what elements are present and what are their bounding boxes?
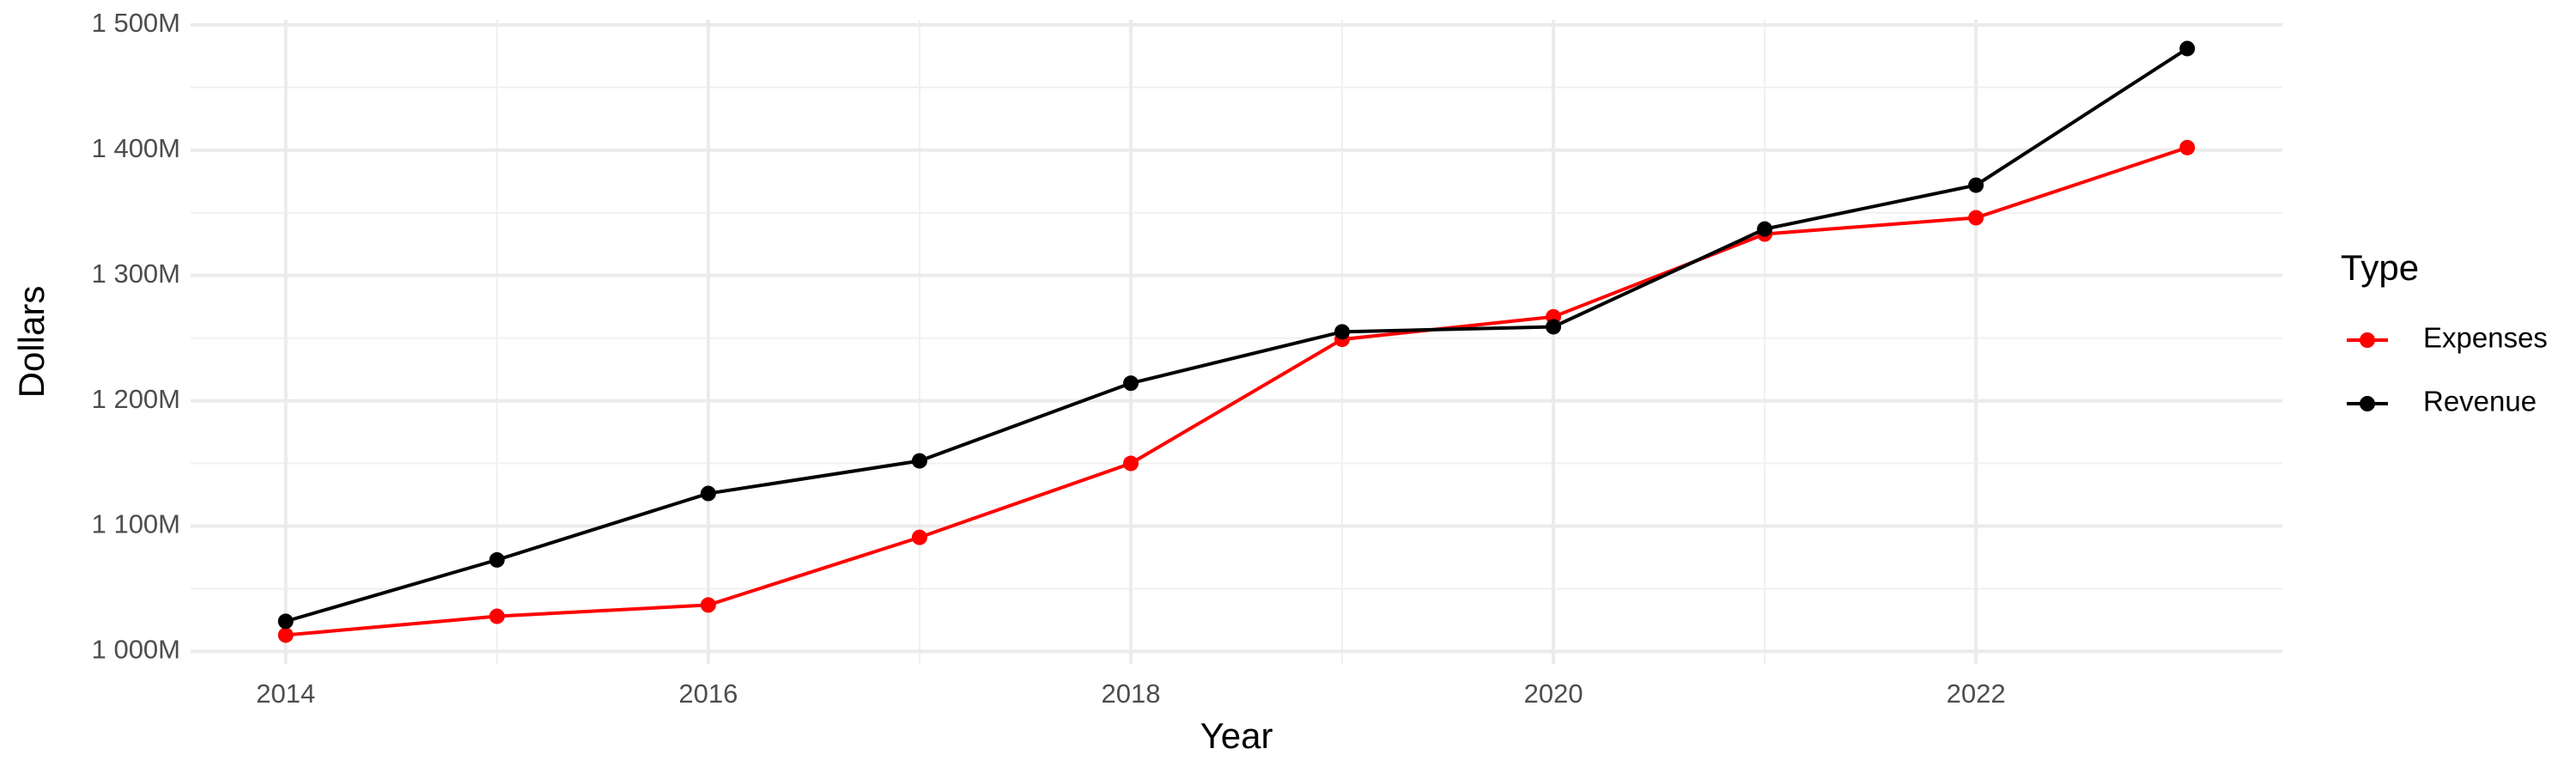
data-point [1334,324,1351,340]
data-point [1968,210,1984,226]
y-axis-title: Dollars [11,286,52,399]
x-tick-label: 2014 [256,679,315,709]
y-tick-label: 1 000M [92,635,180,665]
data-point [1757,221,1773,237]
x-axis-title: Year [1200,715,1273,756]
y-tick-label: 1 300M [92,259,180,289]
legend-marker [2360,396,2375,411]
data-point [1546,319,1562,335]
data-point [1122,455,1139,472]
y-tick-label: 1 200M [92,384,180,414]
data-point [1968,177,1984,193]
data-point [700,485,716,502]
x-tick-label: 2016 [678,679,738,709]
data-point [700,597,716,613]
legend-label: Expenses [2423,322,2548,354]
series-line [285,46,2189,624]
data-point [911,453,927,469]
data-point [277,627,294,643]
data-point [2179,139,2196,155]
x-tick-label: 2022 [1947,679,2006,709]
legend-marker [2360,332,2375,348]
data-point [489,551,505,568]
data-point [2179,40,2196,57]
y-tick-label: 1 400M [92,133,180,163]
data-point [277,613,294,630]
x-tick-label: 2018 [1101,679,1160,709]
data-point [911,529,927,545]
y-tick-label: 1 500M [92,8,180,38]
x-tick-label: 2020 [1524,679,1583,709]
series-line [285,145,2188,637]
data-point [489,608,505,624]
data-point [1122,375,1139,392]
y-tick-label: 1 100M [92,509,180,539]
legend-label: Revenue [2423,386,2537,417]
legend-title: Type [2341,247,2419,288]
